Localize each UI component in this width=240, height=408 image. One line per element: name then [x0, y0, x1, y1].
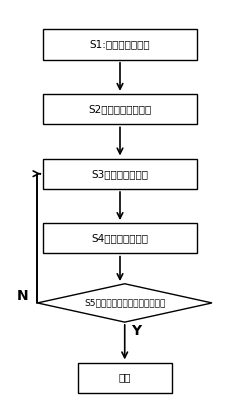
Text: S5：快速公交车是否到达终点站: S5：快速公交车是否到达终点站 — [84, 298, 165, 308]
Polygon shape — [37, 284, 212, 322]
Text: S3：生成调度信息: S3：生成调度信息 — [91, 169, 149, 179]
FancyBboxPatch shape — [43, 29, 197, 60]
Text: Y: Y — [132, 324, 142, 338]
Text: S4：生成换乘信息: S4：生成换乘信息 — [91, 233, 149, 243]
Text: S2：生成运行时刻表: S2：生成运行时刻表 — [88, 104, 152, 114]
Text: 结束: 结束 — [119, 373, 131, 383]
FancyBboxPatch shape — [43, 159, 197, 189]
FancyBboxPatch shape — [43, 94, 197, 124]
FancyBboxPatch shape — [78, 362, 172, 393]
Text: N: N — [16, 289, 28, 303]
Text: S1:生成计划时间表: S1:生成计划时间表 — [90, 40, 150, 49]
FancyBboxPatch shape — [43, 223, 197, 253]
